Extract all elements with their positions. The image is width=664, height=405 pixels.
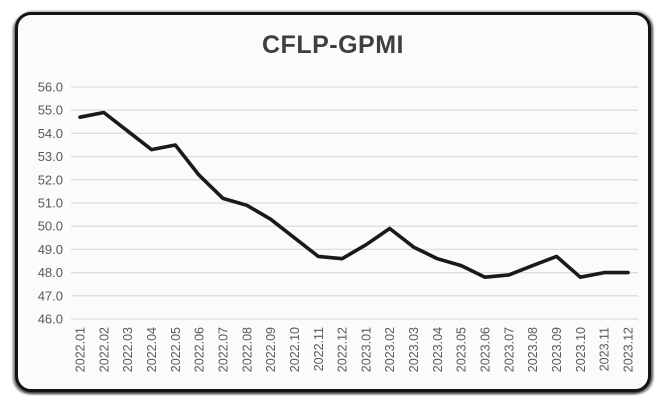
y-tick-label: 53.0 — [38, 149, 63, 164]
x-tick-label: 2022.11 — [312, 327, 326, 371]
x-tick-label: 2022.12 — [336, 327, 350, 372]
x-tick-label: 2022.08 — [240, 327, 254, 372]
gridlines — [71, 86, 638, 320]
x-tick-label: 2022.05 — [169, 327, 183, 372]
x-tick-label: 2022.09 — [264, 327, 278, 372]
pmi-line-series — [78, 110, 630, 280]
x-tick-label: 2022.04 — [145, 327, 159, 372]
y-axis-labels: 56.0 55.0 54.0 53.0 52.0 51.0 50.0 49.0 48.0 47.0… — [38, 80, 63, 327]
x-tick-label: 2022.03 — [121, 327, 135, 372]
x-tick-label: 2023.04 — [431, 327, 445, 372]
x-tick-label: 2023.05 — [455, 327, 469, 372]
y-tick-label: 54.0 — [38, 126, 63, 141]
x-axis-labels: 2022.01 2022.02 2022.03 2022.04 2022.05 2022.… — [74, 327, 636, 372]
x-tick-label: 2023.12 — [622, 327, 636, 372]
x-tick-label: 2023.03 — [407, 327, 421, 372]
y-tick-label: 49.0 — [38, 242, 63, 257]
chart-card: CFLP-GPMI 56.0 55.0 54.0 53.0 52.0 51.0 50.0 49… — [15, 12, 651, 392]
y-tick-label: 52.0 — [38, 172, 63, 187]
chart-title: CFLP-GPMI — [262, 31, 404, 59]
x-tick-label: 2022.06 — [193, 327, 207, 372]
x-tick-label: 2022.10 — [288, 327, 302, 372]
y-tick-label: 51.0 — [38, 196, 63, 211]
x-tick-label: 2023.11 — [598, 327, 612, 371]
x-tick-label: 2022.01 — [74, 327, 88, 372]
line-chart: 56.0 55.0 54.0 53.0 52.0 51.0 50.0 49.0 48.0 47.0… — [38, 80, 638, 372]
x-tick-label: 2023.08 — [526, 327, 540, 372]
series-line — [78, 110, 630, 280]
x-tick-label: 2023.02 — [383, 327, 397, 372]
x-tick-label: 2023.06 — [479, 327, 493, 372]
y-tick-label: 55.0 — [38, 103, 63, 118]
y-tick-label: 47.0 — [38, 288, 63, 303]
x-tick-label: 2023.09 — [550, 327, 564, 372]
x-tick-label: 2023.01 — [359, 327, 373, 372]
y-tick-label: 50.0 — [38, 219, 63, 234]
x-tick-label: 2022.02 — [97, 327, 111, 372]
y-tick-label: 46.0 — [38, 312, 63, 327]
y-tick-label: 48.0 — [38, 265, 63, 280]
x-tick-label: 2023.10 — [574, 327, 588, 372]
x-tick-label: 2023.07 — [502, 327, 516, 372]
x-tick-label: 2022.07 — [216, 327, 230, 372]
y-tick-label: 56.0 — [38, 80, 63, 95]
